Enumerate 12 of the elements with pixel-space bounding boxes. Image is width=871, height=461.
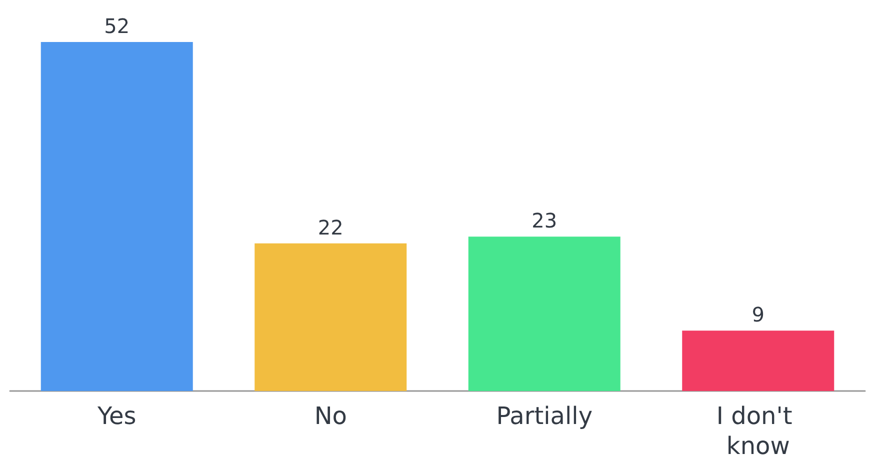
x-tick-label: Partially [496, 402, 593, 430]
x-tick-label: I don't know [716, 402, 800, 460]
bar [254, 243, 407, 391]
data-label: 52 [104, 14, 130, 38]
x-tick-label: No [314, 402, 347, 430]
x-tick-label: Yes [96, 402, 136, 430]
bar [40, 42, 193, 391]
bar [468, 236, 620, 391]
data-label: 9 [752, 302, 764, 327]
bar [682, 330, 834, 391]
data-label: 23 [532, 208, 558, 233]
data-label: 22 [318, 215, 344, 240]
